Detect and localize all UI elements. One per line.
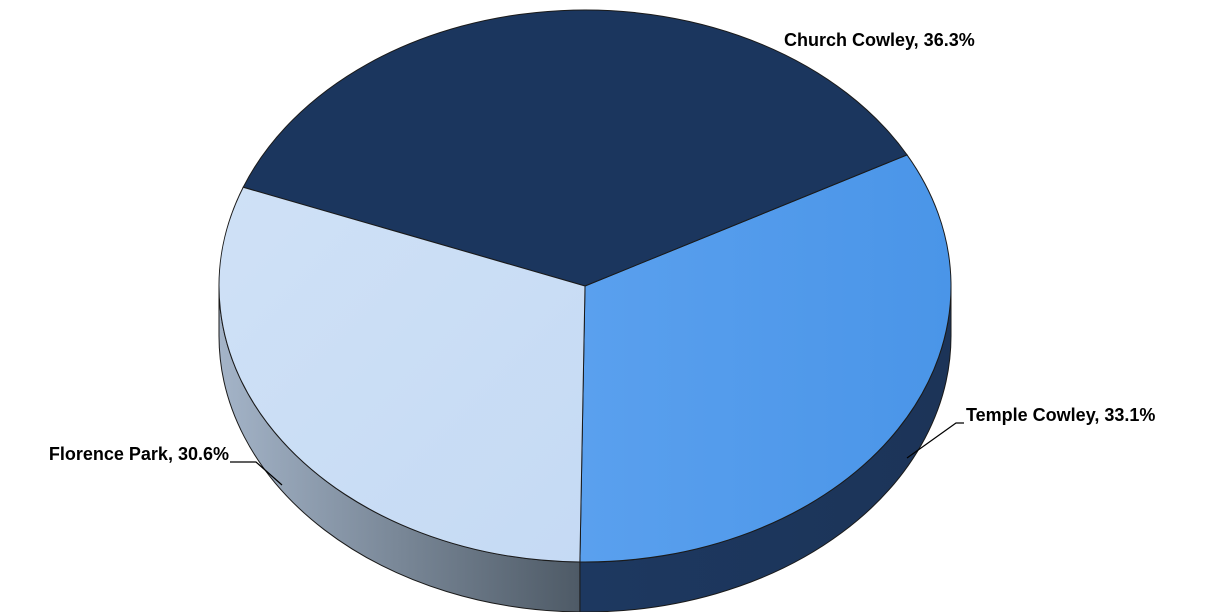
label-florence-park: Florence Park, 30.6% xyxy=(49,444,229,464)
leader-line-florence-park xyxy=(230,461,283,486)
pie-slice-temple-cowley xyxy=(579,154,952,563)
label-church-cowley: Church Cowley, 36.3% xyxy=(784,30,975,50)
leader-line-temple-cowley xyxy=(906,422,964,459)
pie-tops xyxy=(218,9,952,563)
pie-slice-florence-park xyxy=(218,186,586,563)
pie-labels: Church Cowley, 36.3% Temple Cowley, 33.1… xyxy=(49,30,1155,486)
label-temple-cowley: Temple Cowley, 33.1% xyxy=(966,405,1155,425)
pie-slice-church-cowley xyxy=(242,9,908,287)
